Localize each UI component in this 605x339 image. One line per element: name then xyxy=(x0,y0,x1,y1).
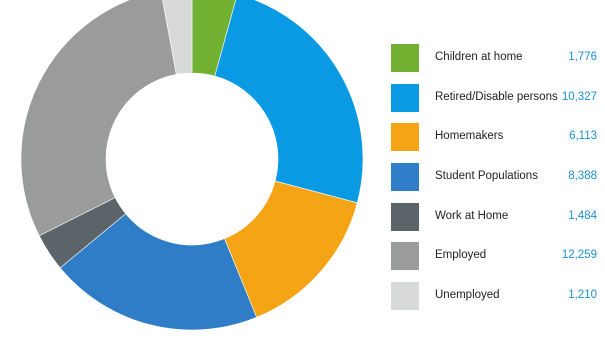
legend-value: 1,776 xyxy=(568,51,597,63)
legend-label: Work at Home xyxy=(435,209,509,222)
legend-item-unemployed: Unemployed 1,210 xyxy=(391,282,605,322)
legend-swatch xyxy=(391,123,419,152)
legend-item-employed: Employed 12,259 xyxy=(391,242,605,282)
slice-employed xyxy=(20,0,177,237)
legend-item-retired-disable-persons: Retired/Disable persons 10,327 xyxy=(391,83,605,124)
legend-swatch xyxy=(391,242,419,271)
legend-value: 6,113 xyxy=(569,130,597,143)
legend-item-children-at-home: Children at home 1,776 xyxy=(391,44,605,84)
legend-swatch xyxy=(391,202,419,231)
slice-student-populations xyxy=(59,213,257,331)
legend-label: Retired/Disable persons xyxy=(435,90,558,103)
legend-label: Children at home xyxy=(435,51,523,63)
slice-unemployed xyxy=(162,0,193,75)
legend-swatch xyxy=(391,282,419,311)
legend-value: 1,484 xyxy=(568,209,597,222)
legend-value: 8,388 xyxy=(568,170,597,183)
donut-chart xyxy=(20,0,364,331)
legend-item-work-at-home: Work at Home 1,484 xyxy=(391,202,605,243)
legend-label: Employed xyxy=(435,249,487,262)
legend-label: Student Populations xyxy=(435,170,538,183)
legend-value: 12,259 xyxy=(561,249,597,262)
legend-value: 10,327 xyxy=(561,90,597,103)
legend-swatch xyxy=(391,83,419,112)
legend-label: Unemployed xyxy=(435,289,500,302)
legend-item-homemakers: Homemakers 6,113 xyxy=(391,123,605,163)
legend-swatch xyxy=(391,44,419,72)
legend-item-student-populations: Student Populations 8,388 xyxy=(391,163,605,203)
legend: Children at home 1,776 Retired/Disable per… xyxy=(391,44,605,322)
slice-retired-disable-persons xyxy=(214,0,364,204)
legend-label: Homemakers xyxy=(435,130,504,143)
legend-value: 1,210 xyxy=(568,289,597,302)
legend-swatch xyxy=(391,163,419,192)
